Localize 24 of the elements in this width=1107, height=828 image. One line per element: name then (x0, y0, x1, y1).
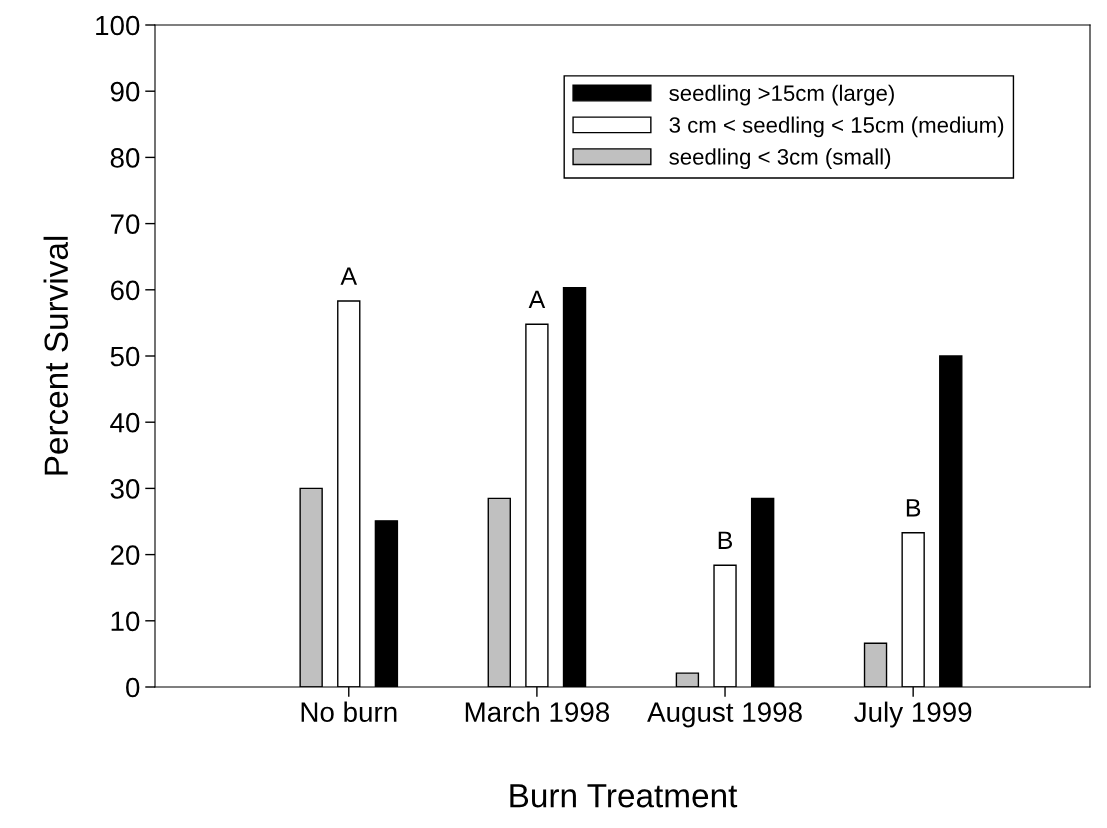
legend-label: seedling >15cm (large) (669, 84, 894, 106)
legend-label: 3 cm < seedling < 15cm (medium) (669, 116, 1004, 138)
x-tick-label: No burn (301, 701, 397, 722)
y-tick-label: 30 (110, 479, 140, 499)
annotation: A (340, 267, 358, 285)
y-tick-label: 100 (96, 15, 140, 36)
annotation: B (906, 499, 921, 517)
x-tick-label: August 1998 (647, 702, 802, 728)
y-tick-label: 0 (126, 677, 140, 698)
annotation: B (718, 531, 733, 549)
y-tick-label: 50 (110, 346, 140, 367)
x-tick-label: March 1998 (465, 701, 610, 722)
y-axis-title: Percent Survival (43, 236, 69, 475)
y-tick-label: 80 (110, 148, 140, 168)
y-tick-label: 20 (110, 545, 140, 565)
y-tick-label: 70 (110, 214, 140, 234)
x-axis-title: Burn Treatment (510, 784, 738, 808)
y-tick-label: 60 (110, 280, 140, 301)
y-tick-label: 40 (110, 412, 140, 433)
x-tick-label: July 1999 (854, 701, 972, 728)
y-tick-label: 10 (111, 611, 140, 632)
annotation: A (528, 290, 546, 308)
y-tick-label: 90 (110, 81, 140, 102)
legend-label: seedling < 3cm (small) (669, 148, 891, 170)
